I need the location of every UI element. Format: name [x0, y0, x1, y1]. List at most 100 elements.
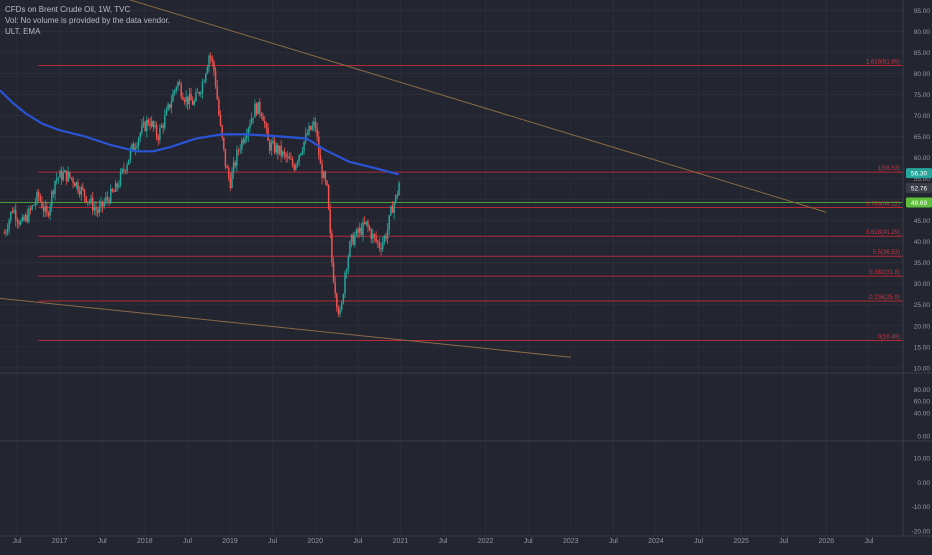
candle-body: [268, 140, 271, 151]
candle-body: [255, 103, 258, 115]
candle-body: [141, 125, 143, 134]
y-axis-tick-label: 15.00: [914, 344, 931, 351]
candle-body: [296, 161, 299, 165]
candle-body: [208, 55, 210, 68]
candle-body: [16, 219, 19, 223]
candle-body: [216, 85, 218, 100]
candle-body: [201, 82, 204, 93]
x-axis-tick-label: 2019: [222, 538, 238, 545]
y-axis-tick-label: 40.00: [914, 239, 931, 246]
candle-body: [362, 222, 364, 236]
candle-body: [214, 70, 217, 86]
ema-line[interactable]: [0, 89, 399, 176]
candle-body: [134, 147, 137, 150]
trendlines[interactable]: [0, 0, 827, 358]
candle-body: [34, 202, 37, 206]
candle-body: [267, 127, 269, 141]
candle-body: [72, 178, 74, 184]
x-axis-tick-label: Jul: [609, 538, 618, 545]
price-tag-label: 52.76: [911, 186, 928, 193]
candle-body: [234, 162, 237, 166]
candle-body: [70, 177, 73, 179]
candle-body: [100, 201, 102, 207]
candle-body: [42, 207, 45, 212]
candle-body: [291, 159, 294, 166]
candle-body: [91, 197, 94, 211]
candle-body: [21, 216, 24, 222]
candle-body: [283, 151, 286, 154]
candle-body: [75, 182, 78, 187]
candle-body: [132, 143, 135, 150]
candle-body: [308, 126, 310, 135]
candle-body: [383, 236, 386, 243]
candle-body: [109, 188, 112, 204]
candle-body: [60, 170, 63, 181]
candles[interactable]: [3, 52, 400, 318]
candle-body: [44, 206, 46, 212]
candle-body: [96, 210, 99, 213]
price-tag-label: 49.69: [911, 200, 928, 207]
candle-body: [250, 118, 253, 125]
y-axis-tick-label: 60.00: [914, 399, 931, 406]
candle-body: [360, 227, 363, 236]
candle-body: [185, 96, 187, 102]
candle-body: [391, 206, 394, 213]
candle-body: [380, 248, 382, 250]
candle-body: [244, 138, 246, 143]
candle-body: [282, 151, 284, 156]
x-axis-tick-label: 2021: [393, 538, 409, 545]
candle-body: [83, 189, 86, 197]
x-axis-tick-label: Jul: [98, 538, 107, 545]
candle-body: [326, 180, 328, 186]
candle-body: [41, 200, 43, 208]
candle-body: [172, 93, 174, 102]
candle-body: [237, 150, 240, 151]
x-axis-tick-label: 2025: [733, 538, 749, 545]
fib-retracement[interactable]: 1.618(81.89) 1(56.53) 0.786(48.12) 0.618(41…: [0, 60, 903, 342]
candle-body: [377, 241, 379, 243]
candle-body: [300, 153, 302, 156]
candle-body: [3, 233, 6, 235]
candle-body: [277, 144, 279, 154]
candle-body: [347, 256, 350, 270]
candle-body: [152, 120, 155, 127]
candle-body: [10, 211, 12, 220]
candle-body: [385, 236, 387, 240]
candle-body: [198, 92, 200, 95]
candle-body: [313, 121, 315, 126]
trendline: [0, 297, 571, 358]
candle-body: [393, 202, 395, 213]
candle-body: [363, 222, 366, 225]
candle-body: [280, 145, 282, 156]
candle-body: [339, 309, 341, 314]
candle-body: [196, 92, 199, 94]
y-axis-tick-label: 70.00: [914, 113, 931, 120]
candle-body: [239, 149, 241, 151]
candle-body: [18, 222, 20, 225]
y-axis-tick-label: 25.00: [914, 302, 931, 309]
candle-body: [314, 121, 317, 129]
candle-body: [98, 206, 101, 213]
price-tag: [906, 197, 932, 208]
candle-body: [293, 165, 295, 170]
x-axis-tick-label: 2022: [478, 538, 494, 545]
candle-body: [168, 104, 171, 109]
candle-body: [373, 234, 376, 237]
candle-body: [227, 168, 230, 178]
candle-body: [357, 229, 359, 233]
candle-body: [332, 262, 335, 283]
candle-body: [288, 156, 291, 159]
candle-body: [136, 145, 138, 148]
candle-body: [78, 191, 81, 195]
y-axis-tick-label: 65.00: [914, 134, 931, 141]
candle-body: [349, 241, 351, 257]
candle-body: [206, 67, 209, 74]
y-axis-tick-label: 85.00: [914, 50, 931, 57]
candle-body: [87, 201, 89, 203]
candle-body: [142, 121, 145, 126]
candle-body: [119, 171, 122, 186]
candle-body: [370, 229, 372, 239]
candle-body: [62, 172, 64, 181]
